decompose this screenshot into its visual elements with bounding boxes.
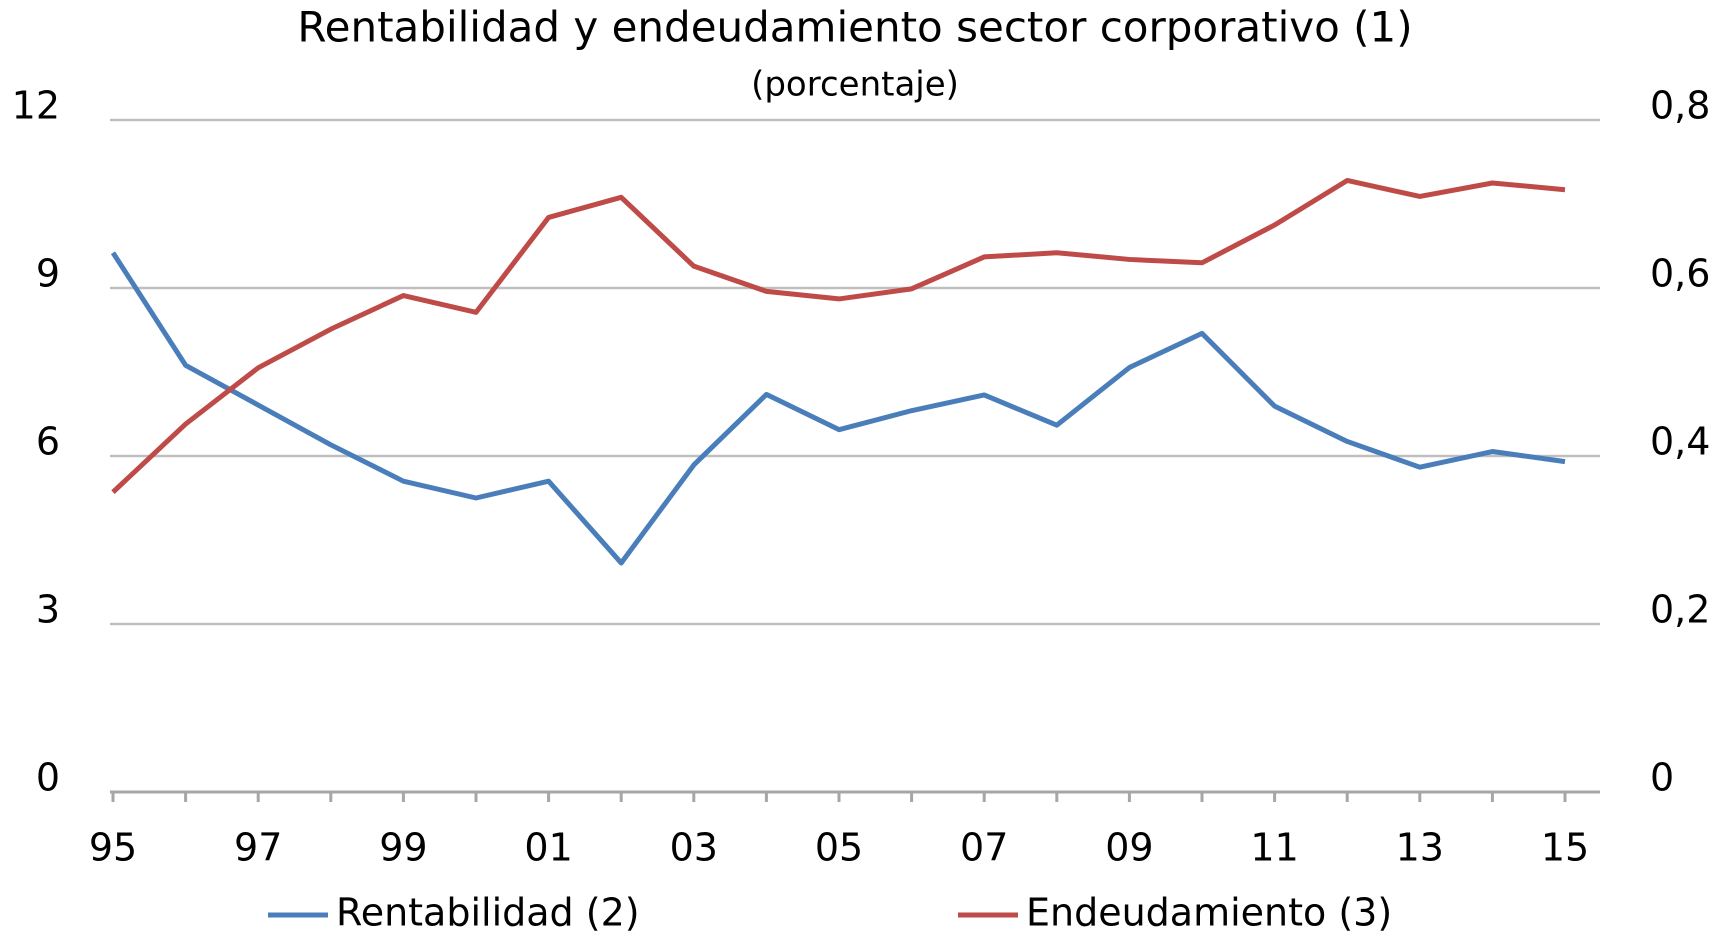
legend-label: Endeudamiento (3) xyxy=(1026,891,1392,935)
x-tick-label: 99 xyxy=(379,826,427,870)
x-tick-label: 05 xyxy=(815,826,863,870)
chart-title: Rentabilidad y endeudamiento sector corp… xyxy=(297,3,1412,52)
x-tick-label: 03 xyxy=(670,826,718,870)
x-tick-label: 13 xyxy=(1396,826,1444,870)
y-tick-label: 12 xyxy=(12,84,60,128)
y2-tick-label: 0 xyxy=(1650,756,1674,800)
y2-tick-label: 0,6 xyxy=(1650,252,1710,296)
y2-tick-label: 0,4 xyxy=(1650,420,1710,464)
y-tick-label: 3 xyxy=(36,588,60,632)
y-tick-label: 6 xyxy=(36,420,60,464)
y2-tick-label: 0,8 xyxy=(1650,84,1710,128)
x-tick-label: 09 xyxy=(1105,826,1153,870)
y-tick-label: 9 xyxy=(36,252,60,296)
x-tick-label: 01 xyxy=(524,826,572,870)
x-tick-label: 97 xyxy=(234,826,282,870)
x-tick-label: 95 xyxy=(89,826,137,870)
legend-label: Rentabilidad (2) xyxy=(336,891,640,935)
x-tick-label: 15 xyxy=(1541,826,1589,870)
x-tick-label: 11 xyxy=(1250,826,1298,870)
x-tick-label: 07 xyxy=(960,826,1008,870)
series-line xyxy=(111,177,1566,494)
y-tick-label: 0 xyxy=(36,756,60,800)
chart-subtitle: (porcentaje) xyxy=(751,65,959,105)
series-line xyxy=(110,251,1566,566)
y2-tick-label: 0,2 xyxy=(1650,588,1710,632)
